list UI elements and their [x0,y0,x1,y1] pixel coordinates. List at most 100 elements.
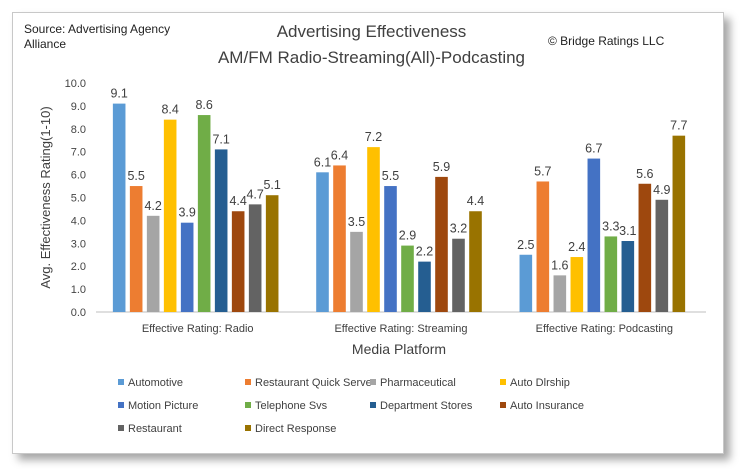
legend-label: Automotive [128,377,183,389]
data-label: 6.1 [314,155,331,169]
bar [536,181,550,312]
data-label: 3.5 [348,215,365,229]
y-tick-label: 2.0 [71,261,86,273]
bar [146,215,160,312]
y-tick-label: 0.0 [71,307,86,319]
bar [248,204,262,312]
legend-swatch [500,402,506,408]
bar [469,211,482,312]
x-tick-label: Effective Rating: Podcasting [536,323,673,335]
data-label: 2.5 [517,238,534,252]
bar [197,115,211,312]
data-label: 5.7 [534,164,551,178]
y-tick-label: 5.0 [71,193,86,205]
legend-swatch [118,425,124,431]
bar [587,158,601,312]
legend-swatch [245,425,251,431]
bar [112,103,126,312]
bar [604,236,618,312]
legend-label: Department Stores [380,400,473,412]
bar [570,257,584,312]
bar [655,199,669,312]
legend-swatch [118,379,124,385]
bar [316,172,329,312]
data-label: 8.4 [161,103,178,117]
legend-label: Auto Dlrship [510,377,570,389]
data-label: 1.6 [551,258,568,272]
data-label: 5.5 [127,169,144,183]
data-label: 9.1 [110,87,127,101]
bar [401,245,414,312]
data-label: 3.1 [619,224,636,238]
data-label: 7.7 [670,119,687,133]
y-tick-label: 6.0 [71,170,86,182]
data-label: 2.9 [399,229,416,243]
bar [418,261,431,312]
data-label: 3.9 [178,206,195,220]
bar [384,186,397,312]
source-note: Source: Advertising Agency Alliance [24,22,171,51]
data-label: 5.5 [382,169,399,183]
data-label: 3.3 [602,219,619,233]
legend-swatch [245,379,251,385]
y-tick-label: 8.0 [71,124,86,136]
bar [519,254,533,312]
bar [553,275,567,312]
data-label: 7.2 [365,130,382,144]
legend-label: Direct Response [255,423,336,435]
data-label: 7.1 [212,132,229,146]
legend-label: Auto Insurance [510,400,584,412]
bar [435,176,448,312]
y-tick-label: 3.0 [71,238,86,250]
bar [129,186,143,312]
bar [231,211,245,312]
bar [163,119,177,312]
data-label: 5.9 [433,160,450,174]
x-tick-label: Effective Rating: Radio [142,323,254,335]
data-label: 5.1 [263,178,280,192]
y-tick-label: 9.0 [71,101,86,113]
data-label: 4.2 [144,199,161,213]
legend-label: Restaurant Quick Serve [255,377,372,389]
bar [333,165,346,312]
legend-swatch [118,402,124,408]
data-label: 4.7 [246,187,263,201]
y-tick-label: 10.0 [65,78,86,90]
data-label: 4.4 [467,194,484,208]
y-axis-title: Avg. Effectiveness Rating(1-10) [38,106,53,288]
legend-label: Pharmaceutical [380,377,456,389]
bar [214,149,228,312]
legend-swatch [370,379,376,385]
bar [638,183,652,312]
y-tick-label: 7.0 [71,147,86,159]
chart-title: Advertising Effectiveness [276,22,467,41]
y-tick-label: 1.0 [71,284,86,296]
bar [180,222,194,312]
data-label: 3.2 [450,222,467,236]
legend-label: Telephone Svs [255,400,328,412]
copyright-note: © Bridge Ratings LLC [548,34,665,48]
chart-subtitle: AM/FM Radio-Streaming(All)-Podcasting [217,48,526,67]
data-label: 4.4 [229,194,246,208]
bar [367,147,380,312]
data-label: 8.6 [195,98,212,112]
data-label: 2.2 [416,245,433,259]
legend-label: Motion Picture [128,400,198,412]
bar [621,241,635,312]
data-label: 6.7 [585,142,602,156]
bar [452,238,465,312]
data-label: 5.6 [636,167,653,181]
data-label: 2.4 [568,240,585,254]
x-axis-title: Media Platform [352,341,446,357]
data-label: 6.4 [331,148,348,162]
bar [265,195,279,312]
legend-swatch [370,402,376,408]
y-tick-label: 4.0 [71,215,86,227]
legend-label: Restaurant [128,423,182,435]
legend-swatch [245,402,251,408]
bar [672,135,686,312]
bar [350,231,363,312]
legend-swatch [500,379,506,385]
x-tick-label: Effective Rating: Streaming [334,323,467,335]
